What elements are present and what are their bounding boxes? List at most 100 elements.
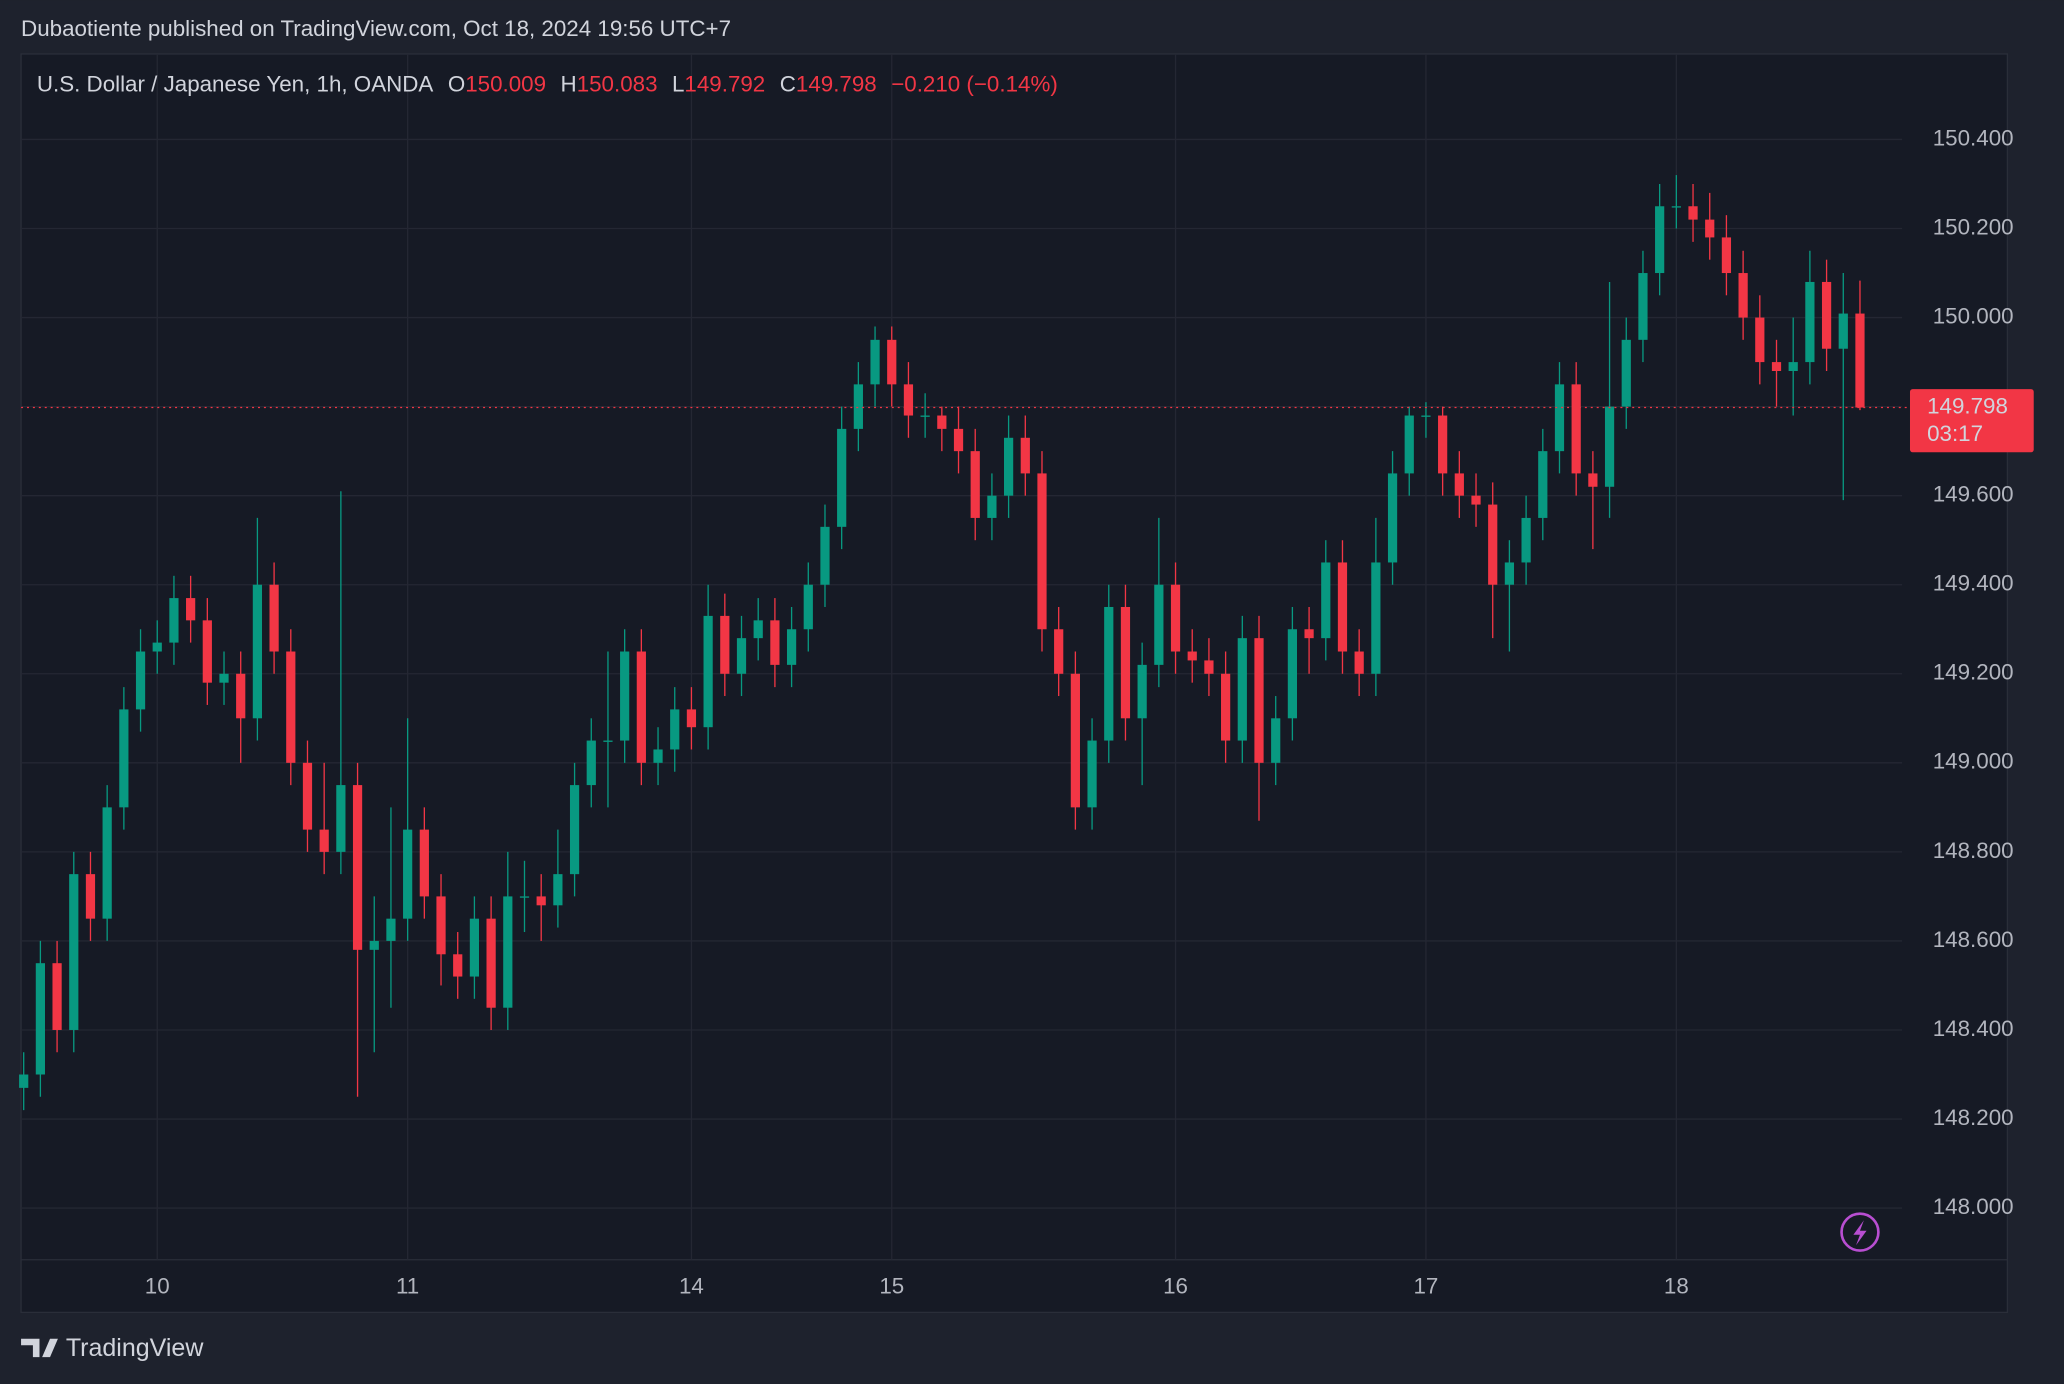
y-tick-label: 150.200	[1933, 214, 2014, 239]
candle-body	[1538, 451, 1548, 518]
candle-body	[85, 874, 96, 919]
candle-body	[1471, 495, 1481, 505]
candle-body	[1638, 273, 1648, 340]
candle-body	[453, 954, 463, 977]
candle-body	[686, 709, 697, 728]
candle-body	[1254, 638, 1264, 763]
candle-body	[753, 620, 763, 639]
legend-key: C	[780, 71, 796, 96]
candle-body	[1521, 517, 1531, 563]
x-tick-label: 10	[145, 1273, 170, 1298]
candle-body	[1621, 339, 1631, 407]
x-tick-label: 15	[879, 1273, 904, 1298]
candle-body	[436, 896, 446, 955]
legend-key: H	[561, 71, 577, 96]
candle-body	[920, 415, 930, 417]
last-price-label: 149.798	[1927, 393, 2008, 418]
candle-body	[987, 495, 997, 518]
candle-body	[1204, 660, 1214, 674]
legend-key: L	[672, 71, 684, 96]
candle-body	[720, 615, 730, 674]
legend-symbol: U.S. Dollar / Japanese Yen, 1h, OANDA	[37, 71, 434, 96]
candle-body	[803, 584, 813, 630]
candle-body	[236, 673, 246, 719]
candle-body	[670, 709, 680, 750]
legend-value: 149.798	[796, 71, 877, 96]
candle-body	[1421, 415, 1431, 417]
candle-body	[119, 709, 129, 808]
candle-body	[519, 896, 530, 898]
candles	[19, 175, 1865, 1111]
candle-body	[1755, 317, 1765, 363]
candle-body	[536, 896, 546, 906]
candle-body	[1154, 584, 1164, 665]
candle-body	[69, 874, 79, 1030]
brand-name: TradingView	[66, 1334, 205, 1362]
candle-body	[1387, 473, 1398, 563]
candle-body	[770, 620, 780, 665]
x-tick-label: 11	[396, 1273, 419, 1298]
legend-key: O	[448, 71, 465, 96]
x-tick-label: 16	[1163, 1273, 1188, 1298]
candle-body	[286, 651, 296, 763]
candle-body	[336, 785, 346, 852]
candle-body	[937, 415, 947, 429]
y-tick-label: 148.000	[1933, 1194, 2014, 1219]
candle-body	[403, 829, 413, 919]
candle-body	[553, 874, 563, 906]
candle-body	[620, 651, 630, 741]
y-tick-label: 149.000	[1933, 749, 2014, 774]
x-tick-label: 17	[1414, 1273, 1439, 1298]
candle-body	[970, 451, 980, 518]
candle-body	[1738, 273, 1748, 318]
candle-body	[653, 749, 663, 763]
candle-body	[135, 651, 146, 710]
y-tick-label: 149.400	[1933, 571, 2014, 596]
candle-body	[703, 615, 713, 728]
candle-body	[369, 940, 379, 950]
y-tick-label: 149.600	[1933, 482, 2014, 507]
candle-body	[352, 785, 363, 950]
legend-value: 150.009	[465, 71, 546, 96]
candle-body	[1354, 651, 1364, 674]
candle-body	[1003, 437, 1014, 496]
candle-body	[1604, 406, 1615, 487]
candle-body	[486, 918, 496, 1008]
candle-body	[1020, 437, 1030, 474]
lightning-icon	[1840, 1212, 1880, 1252]
candle-body	[219, 673, 229, 683]
candle-body	[1287, 629, 1298, 719]
legend: U.S. Dollar / Japanese Yen, 1h, OANDA O15…	[37, 71, 1058, 96]
candle-body	[1187, 651, 1197, 661]
candle-body	[1087, 740, 1097, 808]
candle-body	[1271, 718, 1281, 763]
legend-value: 149.792	[684, 71, 765, 96]
candle-body	[269, 584, 279, 652]
y-tick-label: 150.400	[1933, 125, 2014, 150]
candle-body	[319, 829, 329, 852]
candle-body	[1404, 415, 1414, 474]
candle-body	[1721, 237, 1732, 274]
candle-body	[1221, 673, 1231, 741]
candle-body	[1070, 673, 1080, 808]
candle-body	[837, 428, 847, 527]
y-tick-label: 148.400	[1933, 1016, 2014, 1041]
candle-body	[1805, 281, 1815, 363]
candle-body	[1655, 206, 1665, 274]
candle-body	[1504, 562, 1515, 585]
brand-logo	[21, 1338, 58, 1358]
candle-body	[186, 598, 196, 621]
candle-body	[1120, 606, 1131, 719]
candle-body	[786, 629, 797, 665]
candle-body	[1304, 629, 1314, 639]
legend-change: −0.210 (−0.14%)	[891, 71, 1058, 96]
candle-body	[419, 829, 429, 897]
candle-body	[1137, 664, 1147, 719]
candle-body	[853, 384, 863, 429]
candle-body	[887, 339, 897, 385]
candle-body	[1438, 415, 1448, 474]
candle-body	[1104, 606, 1114, 741]
candle-body	[1170, 584, 1181, 652]
candle-body	[503, 896, 513, 1008]
